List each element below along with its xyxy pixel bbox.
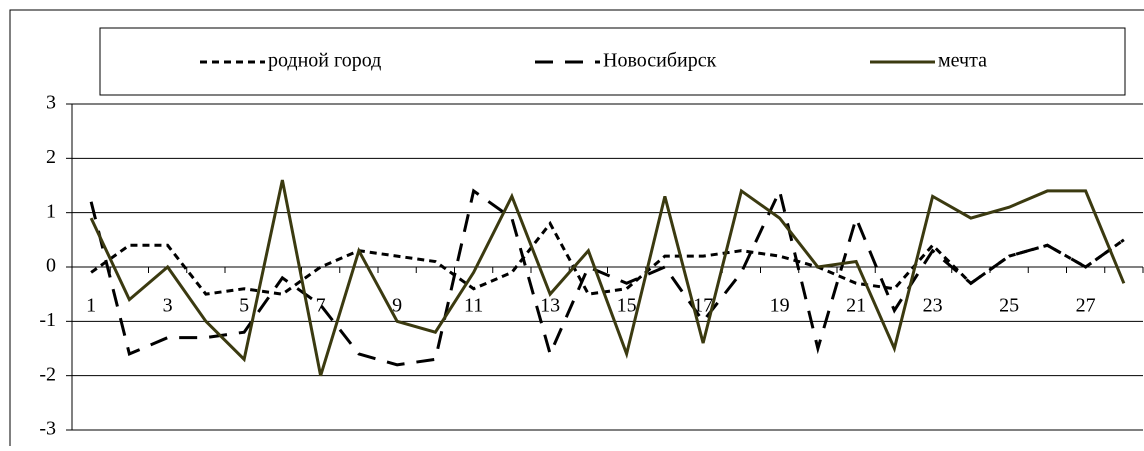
y-tick-label: 2 (46, 146, 56, 168)
x-tick-label: 5 (239, 295, 249, 317)
series-line (90, 220, 1125, 296)
series-line (89, 179, 1126, 377)
y-tick-label: -1 (39, 309, 56, 331)
y-tick-label: 0 (46, 255, 56, 277)
x-tick-label: 7 (316, 295, 326, 317)
x-tick-label: 21 (846, 295, 866, 317)
x-tick-label: 25 (999, 295, 1019, 317)
y-tick-label: -3 (39, 418, 56, 440)
legend-label: мечта (938, 50, 987, 72)
x-tick-label: 17 (693, 295, 713, 317)
x-tick-label: 3 (163, 295, 173, 317)
x-tick-label: 23 (923, 295, 943, 317)
y-tick-label: 3 (46, 92, 56, 114)
legend-label: родной город (268, 50, 381, 72)
y-tick-label: 1 (46, 200, 56, 222)
x-tick-label: 15 (617, 295, 637, 317)
x-tick-label: 19 (770, 295, 790, 317)
legend-box (99, 27, 1126, 96)
series-line (89, 186, 1125, 367)
x-tick-label: 1 (86, 295, 96, 317)
x-tick-label: 11 (464, 295, 483, 317)
y-tick-label: -2 (39, 363, 56, 385)
x-tick-label: 13 (540, 295, 560, 317)
x-tick-label: 9 (392, 295, 402, 317)
x-tick-label: 27 (1076, 295, 1096, 317)
legend-label: Новосибирск (603, 50, 717, 72)
